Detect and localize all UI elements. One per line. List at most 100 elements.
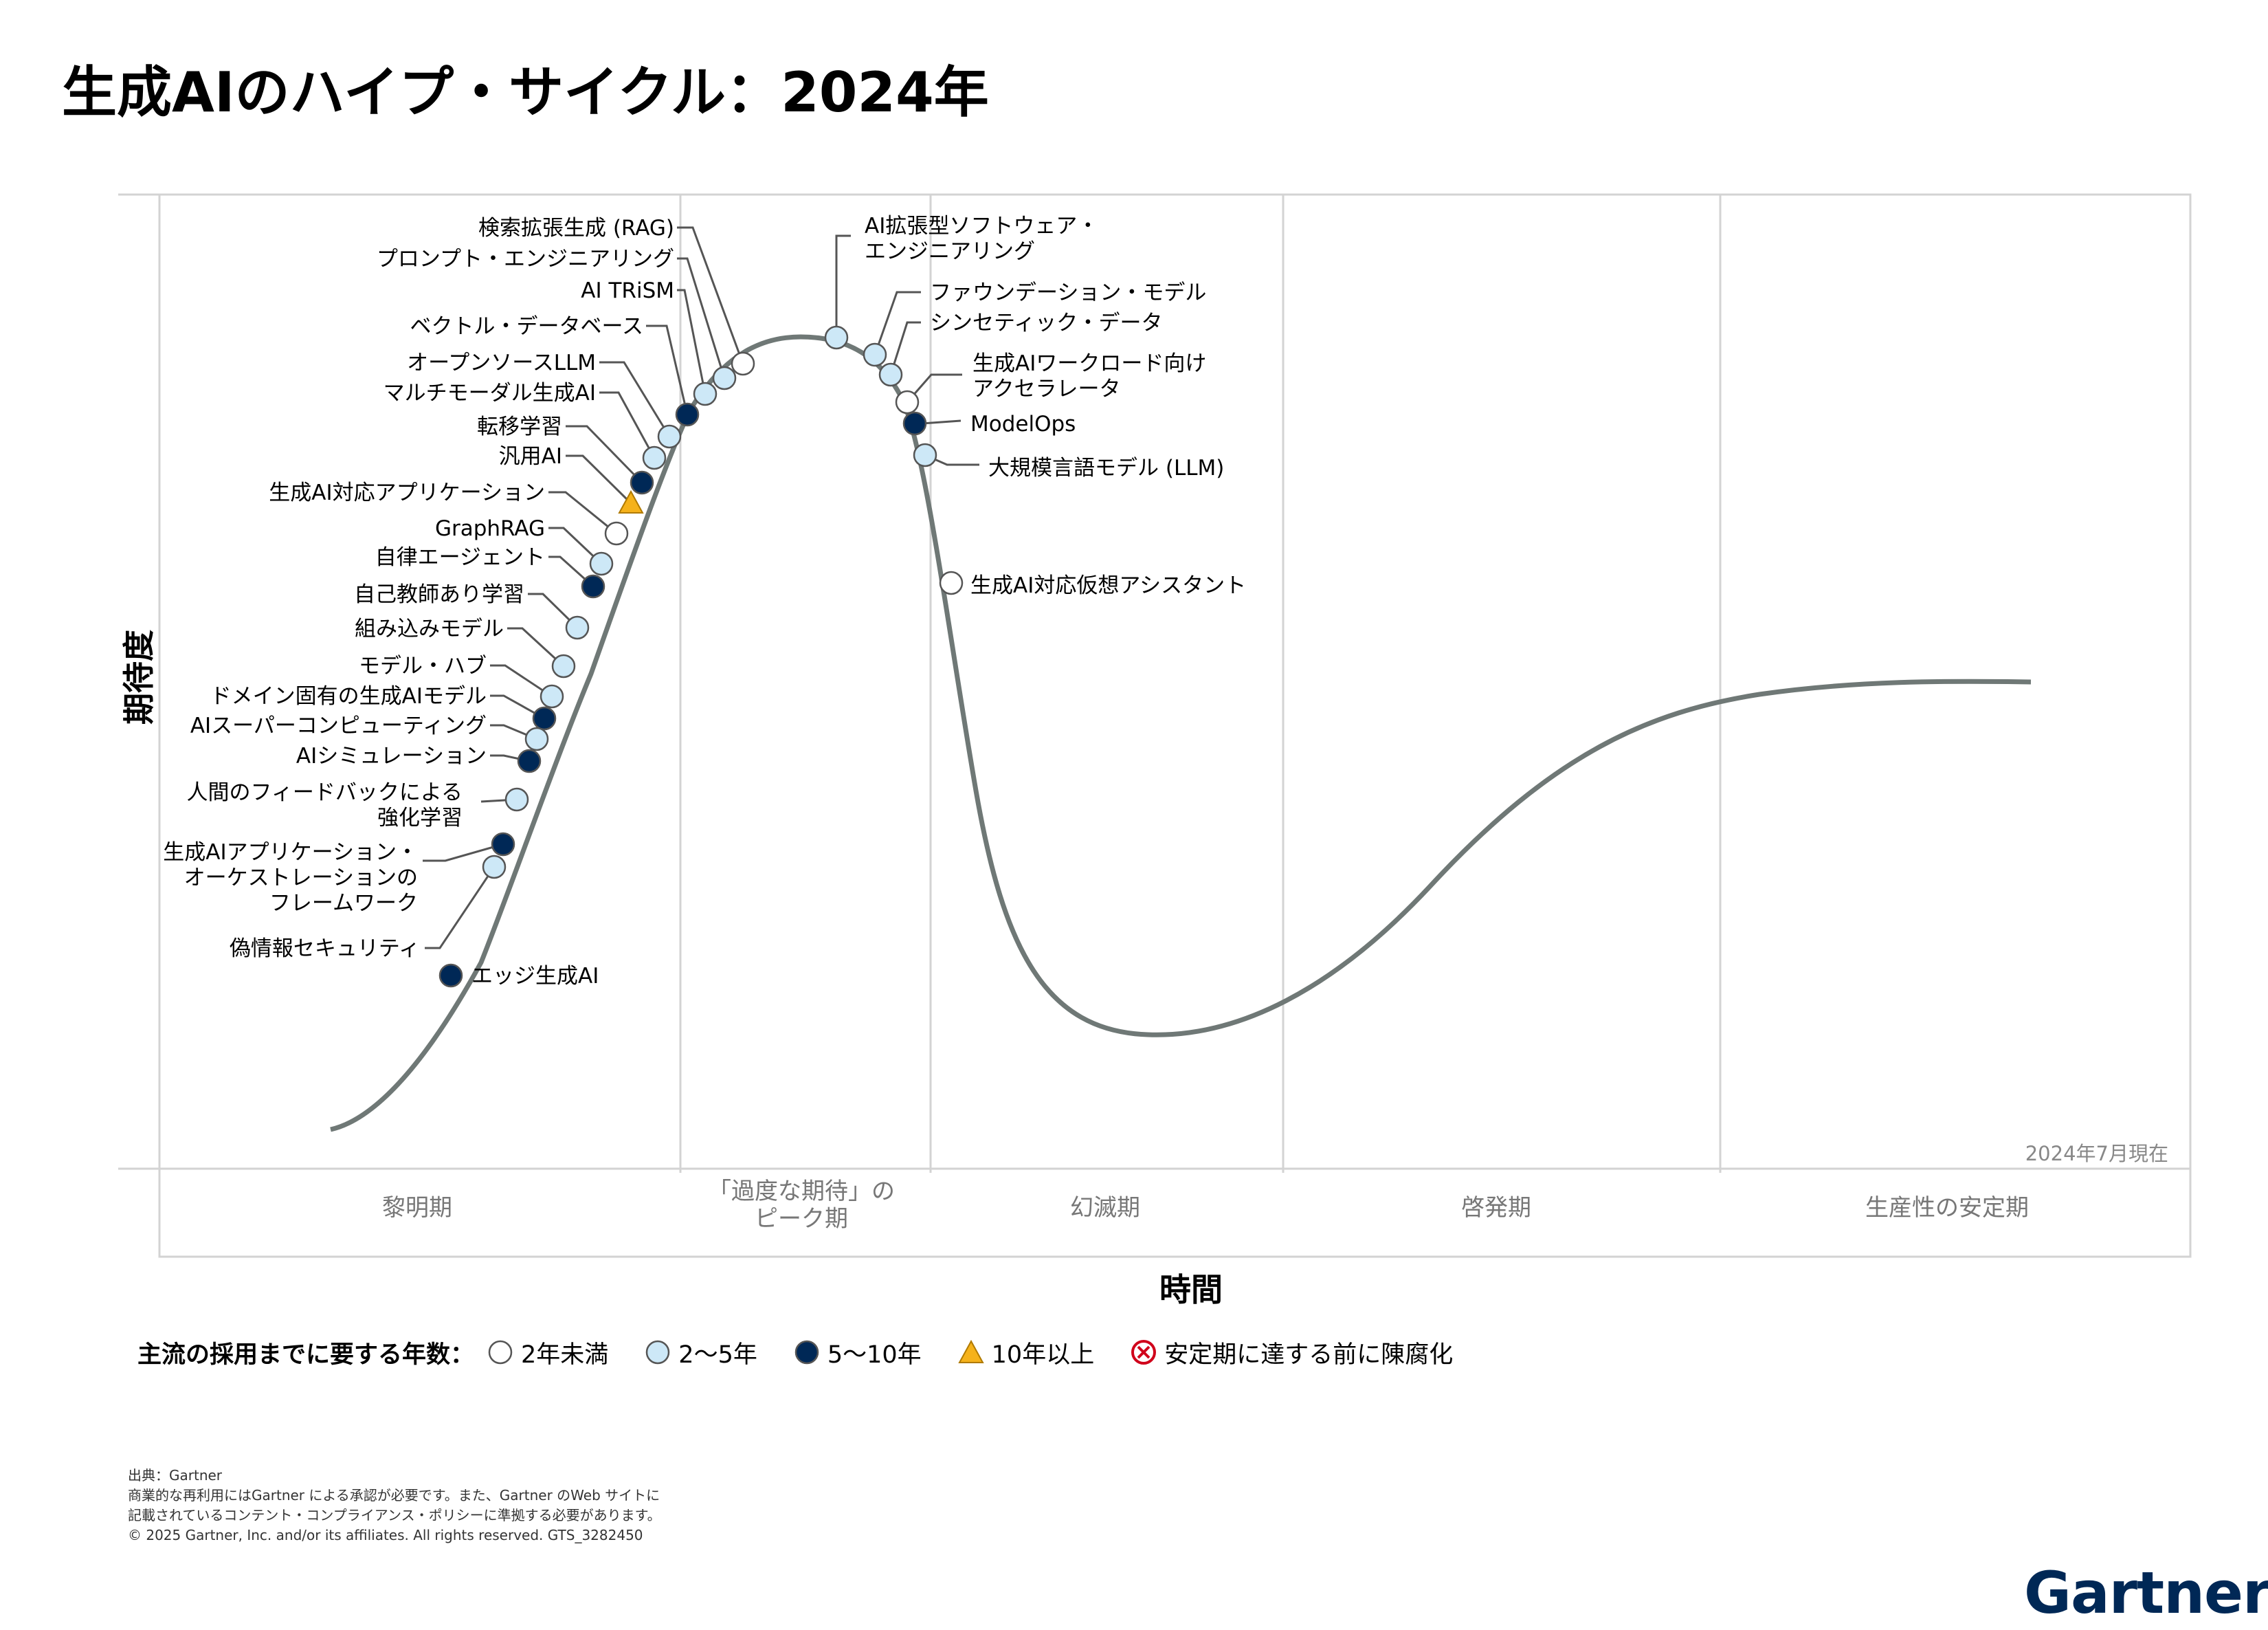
phase-label-2: 「過度な期待」のピーク期	[708, 1178, 895, 1233]
legend-symbol-obsolete-icon	[1131, 1340, 1157, 1365]
legend-symbol-5to10-icon	[794, 1340, 819, 1365]
legend-title: 主流の採用までに要する年数：	[137, 1341, 475, 1369]
tech-marker-14	[540, 684, 564, 709]
circle-icon	[794, 1340, 819, 1365]
tech-label-25-line: 生成AIワークロード向け	[972, 351, 1206, 376]
tech-label-27-line: 大規模言語モデル (LLM)	[988, 456, 1224, 481]
tech-label-24-line: シンセティック・データ	[930, 311, 1163, 335]
tech-label-19: 生成AIアプリケーション・オーケストレーションのフレームワーク	[163, 840, 418, 916]
tech-marker-2	[712, 366, 737, 390]
phase-label-2-line: 「過度な期待」の	[708, 1178, 895, 1205]
tech-marker-11	[581, 574, 605, 599]
phase-label-3: 幻滅期	[1070, 1194, 1140, 1222]
tech-marker-1	[731, 351, 755, 376]
leader-line-12	[528, 593, 579, 629]
tech-label-2-line: プロンプト・エンジニアリング	[377, 247, 674, 272]
phase-label-5: 生産性の安定期	[1865, 1194, 2029, 1222]
phase-label-5-line: 生産性の安定期	[1865, 1194, 2029, 1222]
tech-marker-10	[589, 551, 614, 576]
tech-marker-triangle-8	[618, 489, 644, 514]
leader-line-8	[566, 454, 632, 505]
tech-label-28-line: 生成AI対応仮想アシスタント	[970, 573, 1246, 598]
tech-label-20-line: 偽情報セキュリティ	[230, 936, 420, 961]
legend-symbol-lt2-icon	[488, 1340, 513, 1365]
tech-label-22-line: エンジニアリング	[865, 239, 1035, 264]
tech-label-4-line: ベクトル・データベース	[410, 314, 643, 339]
tech-label-24: シンセティック・データ	[930, 311, 1163, 335]
phase-label-3-line: 幻滅期	[1070, 1194, 1140, 1222]
gartner-logo: Gartner®	[2024, 1559, 2268, 1627]
leader-line-24	[889, 321, 921, 375]
tech-marker-28	[939, 571, 964, 595]
leader-line-2	[677, 257, 726, 379]
tech-label-1: 検索拡張生成 (RAG)	[478, 216, 674, 241]
tech-label-19-line: フレームワーク	[269, 891, 418, 916]
page-title: 生成AIのハイプ・サイクル：2024年	[62, 60, 989, 124]
legend-item-5to10: 5〜10年	[793, 1335, 922, 1370]
tech-marker-4	[675, 402, 700, 427]
tech-label-26: ModelOps	[970, 412, 1076, 437]
tech-marker-17	[517, 749, 542, 773]
tech-label-15-line: ドメイン固有の生成AIモデル	[210, 684, 487, 709]
tech-label-3-line: AI TRiSM	[581, 278, 674, 303]
legend-symbol-2to5-icon	[646, 1340, 670, 1365]
tech-label-7: 転移学習	[477, 415, 562, 439]
tech-marker-22	[824, 325, 849, 350]
y-axis-label: 期待度	[120, 630, 157, 725]
tech-label-16-line: AIスーパーコンピューティング	[190, 714, 487, 738]
leader-line-10	[548, 527, 603, 565]
leader-line-25	[906, 373, 962, 403]
footnote-source: 出典：Gartner	[128, 1467, 223, 1484]
tech-marker-26	[902, 411, 927, 436]
phase-label-4: 啓発期	[1461, 1194, 1531, 1222]
tech-label-2: プロンプト・エンジニアリング	[377, 247, 674, 272]
tech-label-26-line: ModelOps	[970, 412, 1076, 437]
tech-label-3: AI TRiSM	[581, 278, 674, 303]
tech-marker-16	[524, 727, 549, 751]
tech-label-12: 自己教師あり学習	[354, 582, 524, 607]
phase-label-4-line: 啓発期	[1461, 1194, 1531, 1222]
circle-icon	[488, 1340, 513, 1365]
tech-label-25-line: アクセラレータ	[972, 377, 1120, 401]
hype-curve-layer	[330, 334, 2032, 1132]
phase-label-1: 黎明期	[382, 1194, 452, 1222]
legend-label: 2年未満	[521, 1341, 609, 1369]
tech-label-14-line: モデル・ハブ	[359, 654, 487, 679]
tech-marker-19	[491, 832, 515, 857]
tech-marker-5	[657, 424, 682, 449]
tech-label-11: 自律エージェント	[375, 545, 545, 570]
tech-label-19-line: オーケストレーションの	[184, 866, 418, 890]
x-stroke-2	[1137, 1345, 1150, 1359]
legend-item-2to5: 2〜5年	[644, 1335, 757, 1370]
tech-marker-13	[551, 654, 576, 679]
tech-label-11-line: 自律エージェント	[375, 545, 545, 570]
tech-marker-23	[863, 342, 887, 367]
leader-line-13	[507, 627, 565, 668]
legend-label: 安定期に達する前に陳腐化	[1164, 1341, 1454, 1369]
technology-labels: 検索拡張生成 (RAG) プロンプト・エンジニアリング AI TRiSM ベクトル・デ…	[163, 214, 1246, 989]
hype-cycle-chart: 検索拡張生成 (RAG) プロンプト・エンジニアリング AI TRiSM ベクトル・デ…	[118, 193, 2192, 1308]
legend-item-lt2: 2年未満	[487, 1335, 608, 1370]
leader-line-9	[548, 491, 617, 535]
leader-line-26	[922, 419, 961, 425]
legend-item-gt10: 10年以上	[957, 1335, 1094, 1370]
leader-line-16	[490, 724, 537, 740]
leader-line-1	[677, 226, 744, 364]
tech-marker-27	[913, 443, 937, 467]
legend-items: 2年未満 2〜5年 5〜10年 10年以上 安定期に達する前に陳腐化	[474, 1335, 1453, 1370]
leader-line-22	[835, 234, 851, 338]
leader-line-5	[599, 361, 671, 437]
tech-label-9: 生成AI対応アプリケーション	[269, 481, 545, 505]
tech-label-8-line: 汎用AI	[499, 444, 562, 469]
tech-label-7-line: 転移学習	[477, 415, 562, 439]
tech-label-22-line: AI拡張型ソフトウェア・	[865, 214, 1098, 239]
tech-marker-25	[895, 390, 920, 415]
tech-marker-12	[565, 615, 590, 640]
tech-label-10: GraphRAG	[435, 516, 545, 541]
legend-item-obsolete: 安定期に達する前に陳腐化	[1130, 1335, 1453, 1370]
legend-label: 2〜5年	[678, 1341, 757, 1369]
phase-label-1-line: 黎明期	[382, 1194, 452, 1222]
leader-line-7	[566, 425, 643, 484]
technology-markers	[438, 325, 964, 988]
tech-label-17: AIシミュレーション	[296, 744, 487, 769]
